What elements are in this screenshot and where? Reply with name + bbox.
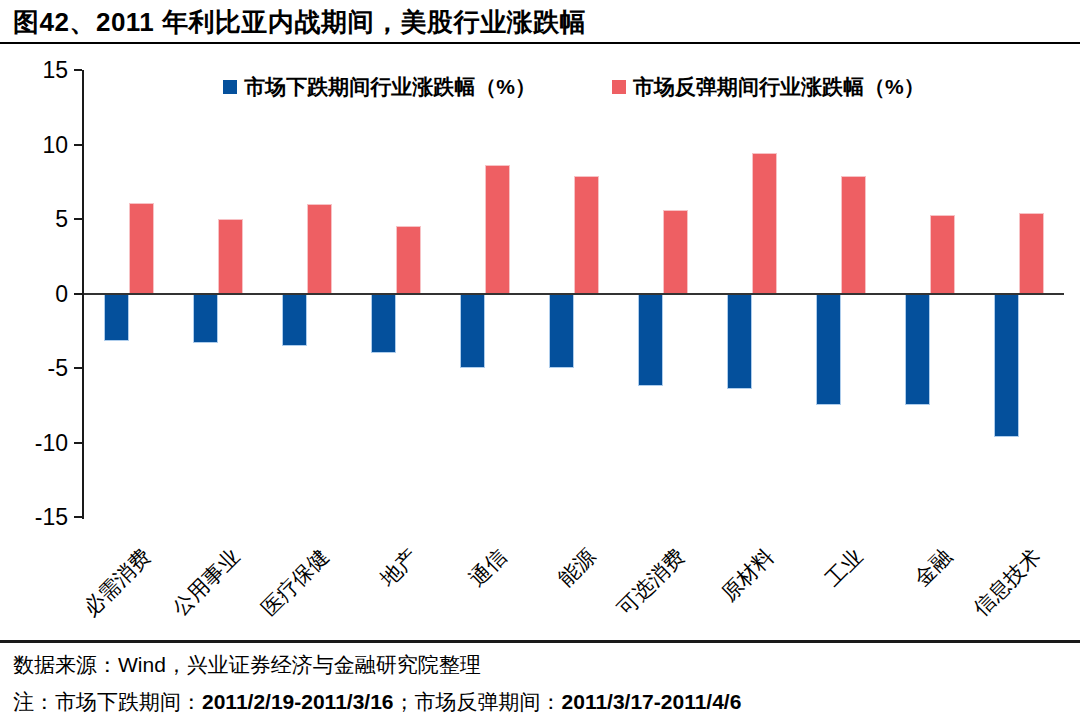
footnote-line: 注：市场下跌期间：2011/2/19-2011/3/16；市场反弹期间：2011… [13, 688, 741, 716]
y-axis-tick-label: 15 [42, 59, 68, 82]
y-axis-tick-label: 10 [42, 133, 68, 156]
x-axis-label-1: 公用事业 [168, 545, 242, 619]
y-axis-tick [74, 293, 82, 295]
title-divider [0, 42, 1080, 44]
bar-rebound-1 [218, 219, 243, 294]
data-source-line: 数据来源：Wind，兴业证券经济与金融研究院整理 [13, 651, 481, 679]
x-axis-label-7: 原材料 [718, 545, 777, 604]
figure-title: 图42、2011 年利比亚内战期间，美股行业涨跌幅 [13, 5, 586, 40]
y-axis-tick-label: -15 [35, 506, 68, 529]
bar-decline-1 [193, 294, 218, 343]
bar-decline-7 [727, 294, 752, 389]
bar-decline-10 [994, 294, 1019, 437]
bar-decline-4 [460, 294, 485, 369]
x-axis-label-0: 必需消费 [79, 545, 153, 619]
y-axis-tick [74, 218, 82, 220]
bar-rebound-2 [307, 204, 332, 293]
bar-rebound-6 [663, 210, 688, 293]
x-axis-label-10: 信息技术 [970, 545, 1044, 619]
bar-rebound-0 [129, 203, 154, 294]
bar-rebound-9 [930, 215, 955, 294]
y-axis-tick-label: -5 [48, 357, 68, 380]
x-axis-label-5: 能源 [554, 545, 599, 590]
footnote-mid: ；市场反弹期间： [394, 690, 562, 713]
y-axis-tick [74, 367, 82, 369]
bar-rebound-10 [1019, 213, 1044, 293]
bar-rebound-8 [841, 176, 866, 294]
footer-divider [0, 640, 1080, 643]
bar-rebound-4 [485, 165, 510, 293]
rebound-period-dates: 2011/3/17-2011/4/6 [562, 690, 742, 713]
y-axis-tick [74, 442, 82, 444]
bar-decline-5 [549, 294, 574, 369]
y-axis-tick-label: 5 [55, 208, 68, 231]
bar-decline-2 [282, 294, 307, 346]
bar-decline-3 [371, 294, 396, 354]
x-axis-label-4: 通信 [465, 545, 510, 590]
footnote-prefix: 注：市场下跌期间： [13, 690, 202, 713]
bar-decline-8 [816, 294, 841, 406]
plot-area: 151050-5-10-15市场下跌期间行业涨跌幅（%）市场反弹期间行业涨跌幅（… [84, 70, 1064, 517]
y-axis-tick-label: 0 [55, 282, 68, 305]
bar-decline-0 [104, 294, 129, 342]
y-axis-tick [74, 144, 82, 146]
y-axis-tick-label: -10 [35, 431, 68, 454]
decline-period-dates: 2011/2/19-2011/3/16 [202, 690, 394, 713]
y-axis-tick [74, 69, 82, 71]
bar-rebound-5 [574, 176, 599, 294]
zero-baseline [84, 293, 1064, 295]
bar-rebound-3 [396, 226, 421, 293]
x-axis-label-8: 工业 [822, 545, 867, 590]
y-axis-tick [74, 516, 82, 518]
report-figure-page: 图42、2011 年利比亚内战期间，美股行业涨跌幅 151050-5-10-15… [0, 0, 1080, 724]
x-axis-label-6: 可选消费 [614, 545, 688, 619]
bar-rebound-7 [752, 153, 777, 293]
bar-decline-9 [905, 294, 930, 406]
x-axis-label-3: 地产 [376, 545, 421, 590]
bar-decline-6 [638, 294, 663, 386]
x-axis-label-9: 金融 [911, 545, 956, 590]
x-axis-label-2: 医疗保健 [257, 545, 331, 619]
